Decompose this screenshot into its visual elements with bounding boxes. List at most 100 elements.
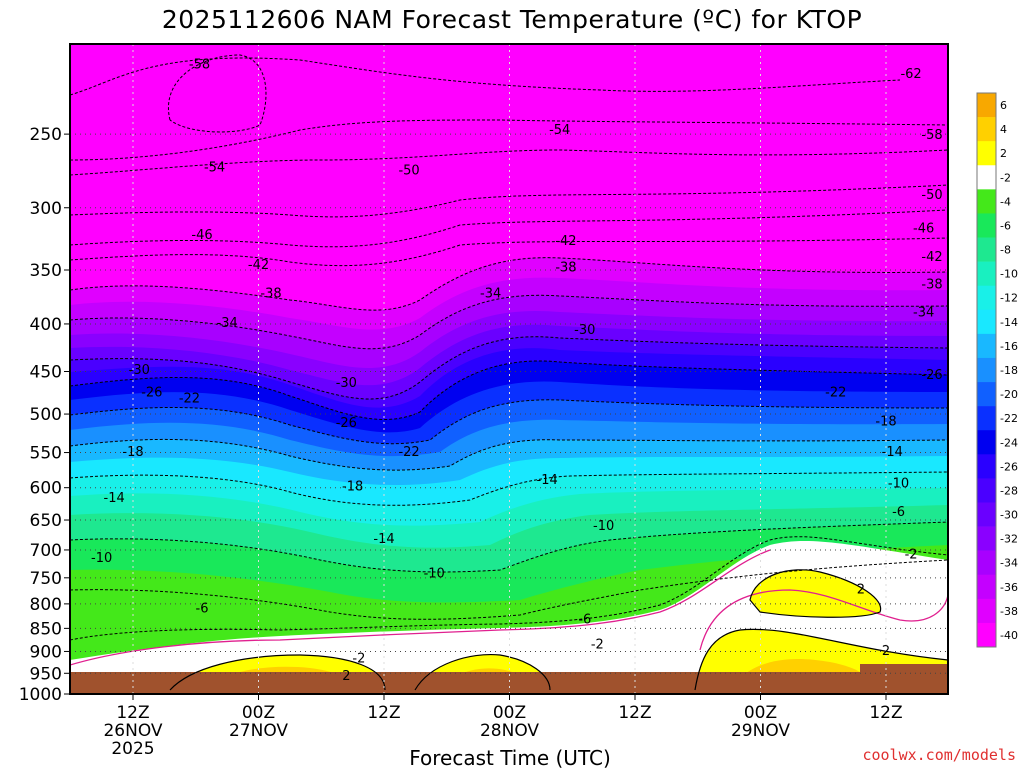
colorbar-swatch xyxy=(977,357,996,383)
contour-label: -58 xyxy=(921,128,942,143)
contour-label: -38 xyxy=(555,261,576,276)
contour-label: -46 xyxy=(913,221,934,236)
x-axis-label: Forecast Time (UTC) xyxy=(409,746,611,768)
colorbar-label: 4 xyxy=(1000,123,1007,136)
contour-label: -46 xyxy=(191,228,212,243)
colorbar-label: -38 xyxy=(1000,605,1018,618)
chart-title: 2025112606 NAM Forecast Temperature (ºC)… xyxy=(162,5,862,34)
grid-lines xyxy=(70,44,948,695)
contour-label: -18 xyxy=(875,414,896,429)
colorbar-swatch xyxy=(977,550,996,576)
colorbar-label: -28 xyxy=(1000,484,1018,497)
colorbar-swatch xyxy=(977,237,996,262)
colorbar-swatch xyxy=(977,574,996,600)
colorbar-swatch xyxy=(977,285,996,311)
colorbar-swatch xyxy=(977,478,996,503)
colorbar-swatch xyxy=(977,598,996,624)
colorbar-label: -16 xyxy=(1000,340,1018,353)
colorbar-swatch xyxy=(977,526,996,551)
contour-label: 2 xyxy=(342,669,350,684)
colorbar-label: -34 xyxy=(1000,557,1018,570)
contour-label: -30 xyxy=(336,376,357,391)
x-tick-label: 12Z xyxy=(618,703,651,723)
contour-label: -62 xyxy=(900,67,921,82)
contour-lines xyxy=(70,54,948,641)
x-tick-label: 00Z xyxy=(493,703,526,723)
colorbar-label: -36 xyxy=(1000,581,1018,594)
colorbar-label: -18 xyxy=(1000,364,1018,377)
contour-label: -14 xyxy=(104,491,125,506)
contour-label: -18 xyxy=(342,480,363,495)
contour-label: -22 xyxy=(825,386,846,401)
contour-label: 2 xyxy=(857,582,865,597)
x-tick-label: 12Z xyxy=(116,703,149,723)
contour-label: -2 xyxy=(905,547,918,562)
contour-label: -34 xyxy=(913,306,934,321)
y-tick-label: 700 xyxy=(30,541,62,561)
y-tick-label: 800 xyxy=(30,595,62,615)
x-tick-label: 28NOV xyxy=(480,721,539,741)
y-axis: 250 300 350 400 450 500 550 600 650 700 750 800 850 9… xyxy=(19,125,70,705)
contour-label: -2 xyxy=(352,652,365,667)
contour-label: -10 xyxy=(593,519,614,534)
colorbar-swatch xyxy=(977,333,996,359)
colorbar: 6 4 2 -2 -4 -6 -8 -10 -12 -14 -16 -18 -20 -22 -24 -26 -2… xyxy=(976,92,1018,648)
contour-label: -38 xyxy=(260,286,281,301)
contour-label: -22 xyxy=(179,392,200,407)
contour-label: -26 xyxy=(141,386,162,401)
y-tick-label: 950 xyxy=(30,664,62,684)
y-tick-label: 350 xyxy=(30,261,62,281)
colorbar-label: -8 xyxy=(1000,244,1011,257)
contour-label: -6 xyxy=(578,612,591,627)
y-tick-label: 400 xyxy=(30,315,62,335)
colorbar-swatch xyxy=(977,117,996,142)
colorbar-label: -14 xyxy=(1000,316,1018,329)
contour-label: -2 xyxy=(591,638,604,653)
y-tick-label: 600 xyxy=(30,479,62,499)
colorbar-label: -20 xyxy=(1000,388,1018,401)
colorbar-label: -2 xyxy=(1000,171,1011,184)
contour-label: -50 xyxy=(398,164,419,179)
x-tick-label: 2025 xyxy=(111,739,154,759)
contour-labels: -58-62-54 -58-54 -50-50-46 -46-42-42-42-38-… xyxy=(91,58,943,684)
colorbar-swatch xyxy=(977,622,996,648)
colorbar-label: 6 xyxy=(1000,99,1007,112)
contour-label: -6 xyxy=(892,505,905,520)
colorbar-label: -22 xyxy=(1000,412,1018,425)
colorbar-swatch xyxy=(977,93,996,118)
y-tick-label: 1000 xyxy=(19,685,62,705)
contour-label: -54 xyxy=(549,123,570,138)
contour-label: -50 xyxy=(921,188,942,203)
contour-label: -34 xyxy=(217,316,238,331)
colorbar-label: -6 xyxy=(1000,219,1011,232)
colorbar-label: -30 xyxy=(1000,509,1018,522)
credit-text: coolwx.com/models xyxy=(862,746,1016,764)
contour-label: -18 xyxy=(122,445,143,460)
contour-label: -26 xyxy=(921,368,942,383)
colorbar-swatch xyxy=(977,165,996,190)
contour-label: 2 xyxy=(882,644,890,659)
colorbar-swatch xyxy=(977,430,996,455)
colorbar-swatch xyxy=(977,406,996,431)
contour-label: -38 xyxy=(921,278,942,293)
y-tick-label: 650 xyxy=(30,511,62,531)
contour-label: -30 xyxy=(129,363,150,378)
colorbar-swatch xyxy=(977,454,996,479)
x-tick-label: 00Z xyxy=(242,703,275,723)
colorbar-label: -40 xyxy=(1000,629,1018,642)
x-tick-label: 12Z xyxy=(367,703,400,723)
colorbar-swatch xyxy=(977,261,996,286)
y-tick-label: 900 xyxy=(30,642,62,662)
contour-label: -14 xyxy=(373,532,394,547)
x-tick-label: 26NOV xyxy=(103,721,162,741)
colorbar-label: -26 xyxy=(1000,460,1018,473)
colorbar-label: -10 xyxy=(1000,268,1018,281)
contour-label: -42 xyxy=(248,258,269,273)
y-tick-label: 500 xyxy=(30,405,62,425)
colorbar-swatch xyxy=(977,213,996,238)
colorbar-frame xyxy=(976,92,997,648)
contour-label: -42 xyxy=(921,250,942,265)
y-tick-label: 550 xyxy=(30,444,62,464)
colorbar-swatch xyxy=(977,502,996,527)
